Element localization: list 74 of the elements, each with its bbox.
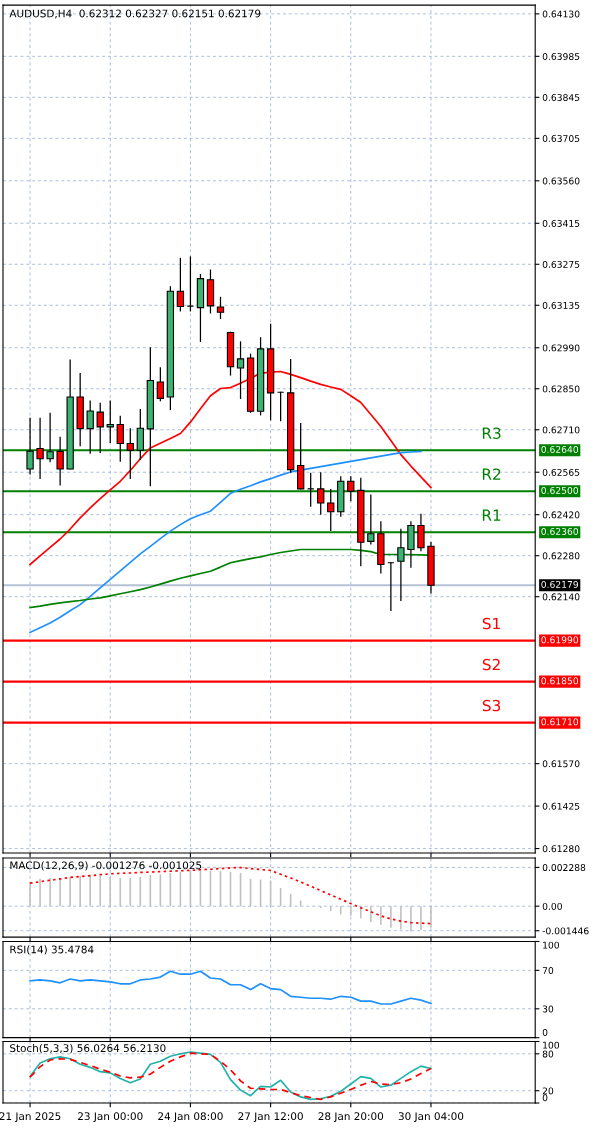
x-tick-label: 27 Jan 12:00 [238, 1112, 303, 1123]
x-tick-label: 24 Jan 08:00 [158, 1112, 223, 1123]
candlestick [126, 427, 134, 480]
chart-title: Stoch(5,3,3) 56.0264 56.2130 [10, 1043, 166, 1054]
y-tick-label: 0.62990 [542, 344, 580, 352]
ref-line-label: 0.62500 [541, 486, 579, 494]
candlestick [216, 296, 225, 320]
annotation: S3 [482, 699, 501, 712]
y-tick-label: 0.61425 [542, 802, 580, 810]
candlestick [136, 408, 144, 461]
candlestick [26, 417, 34, 476]
y-tick-label: 0.63985 [542, 53, 580, 60]
candlestick [36, 417, 44, 480]
y-tick-label: 0.63275 [542, 260, 580, 268]
candlestick [116, 415, 124, 463]
y-tick-label: 0.63560 [542, 177, 580, 185]
y-tick-label: 0.62280 [542, 552, 580, 560]
candlestick [86, 399, 94, 455]
x-tick-label: 28 Jan 20:00 [318, 1112, 384, 1123]
annotation: R3 [482, 427, 501, 439]
candlestick [96, 402, 104, 454]
candlestick [156, 366, 165, 402]
candlestick [347, 475, 355, 502]
y-tick-label: 0.002288 [542, 864, 586, 872]
candlestick [46, 412, 54, 463]
line-series [29, 450, 422, 634]
ref-line-label: 0.62360 [541, 527, 579, 535]
chart-title: AUDUSD,H4 0.62312 0.62327 0.62151 0.62179 [9, 9, 261, 19]
candlestick [176, 257, 185, 313]
y-tick-label: 0.62140 [542, 593, 580, 601]
ref-line-label: 0.62640 [541, 445, 579, 453]
y-tick-label: 100 [543, 1041, 560, 1049]
x-tick-label: 23 Jan 00:00 [78, 1112, 143, 1123]
y-tick-label: 0.62850 [542, 385, 580, 393]
x-tick-label: 21 Jan 2025 [0, 1112, 61, 1123]
candlestick [56, 436, 64, 487]
candlestick [417, 513, 425, 552]
y-tick-label: 100 [543, 941, 560, 949]
y-tick-label: 0.63135 [542, 301, 580, 309]
y-tick-label: 0.63705 [542, 135, 580, 142]
y-tick-label: 30 [542, 1005, 554, 1013]
y-tick-label: 0.63845 [542, 94, 580, 101]
y-tick-label: 0.61280 [542, 845, 580, 853]
y-tick-label: 0.62710 [542, 426, 580, 434]
annotation: S1 [482, 617, 500, 630]
chart-title: MACD(12,26,9) -0.001276 -0.001025 [10, 861, 202, 871]
candlestick [327, 488, 335, 532]
y-tick-label: 0.00 [542, 902, 562, 910]
ref-line-label: 0.61710 [541, 718, 579, 726]
candlestick [397, 528, 405, 602]
x-tick-label: 30 Jan 04:00 [398, 1112, 464, 1123]
y-tick-label: 0 [542, 1094, 548, 1102]
candlestick [317, 471, 325, 516]
y-tick-label: -0.001446 [542, 927, 589, 935]
y-tick-label: 0 [542, 1028, 548, 1036]
candlestick [297, 422, 305, 491]
candlestick [367, 493, 375, 546]
y-tick-label: 0.63415 [542, 219, 580, 227]
y-tick-label: 80 [542, 1050, 554, 1058]
candlestick [106, 399, 114, 444]
ref-line-label: 0.61990 [541, 636, 579, 644]
y-tick-label: 0.61570 [542, 760, 580, 768]
ref-line-label: 0.62179 [541, 581, 579, 588]
y-tick-label: 0.64130 [542, 10, 580, 18]
chart-title: RSI(14) 35.4784 [10, 945, 94, 955]
candlestick [236, 340, 245, 400]
y-tick-label: 20 [542, 1087, 554, 1095]
annotation: R1 [482, 509, 501, 521]
y-tick-label: 0.62420 [542, 511, 580, 519]
ref-line-label: 0.61850 [541, 677, 579, 685]
annotation: R2 [482, 468, 501, 480]
annotation: S2 [482, 658, 500, 671]
y-tick-label: 70 [542, 967, 554, 974]
y-tick-label: 0.62565 [542, 468, 580, 476]
